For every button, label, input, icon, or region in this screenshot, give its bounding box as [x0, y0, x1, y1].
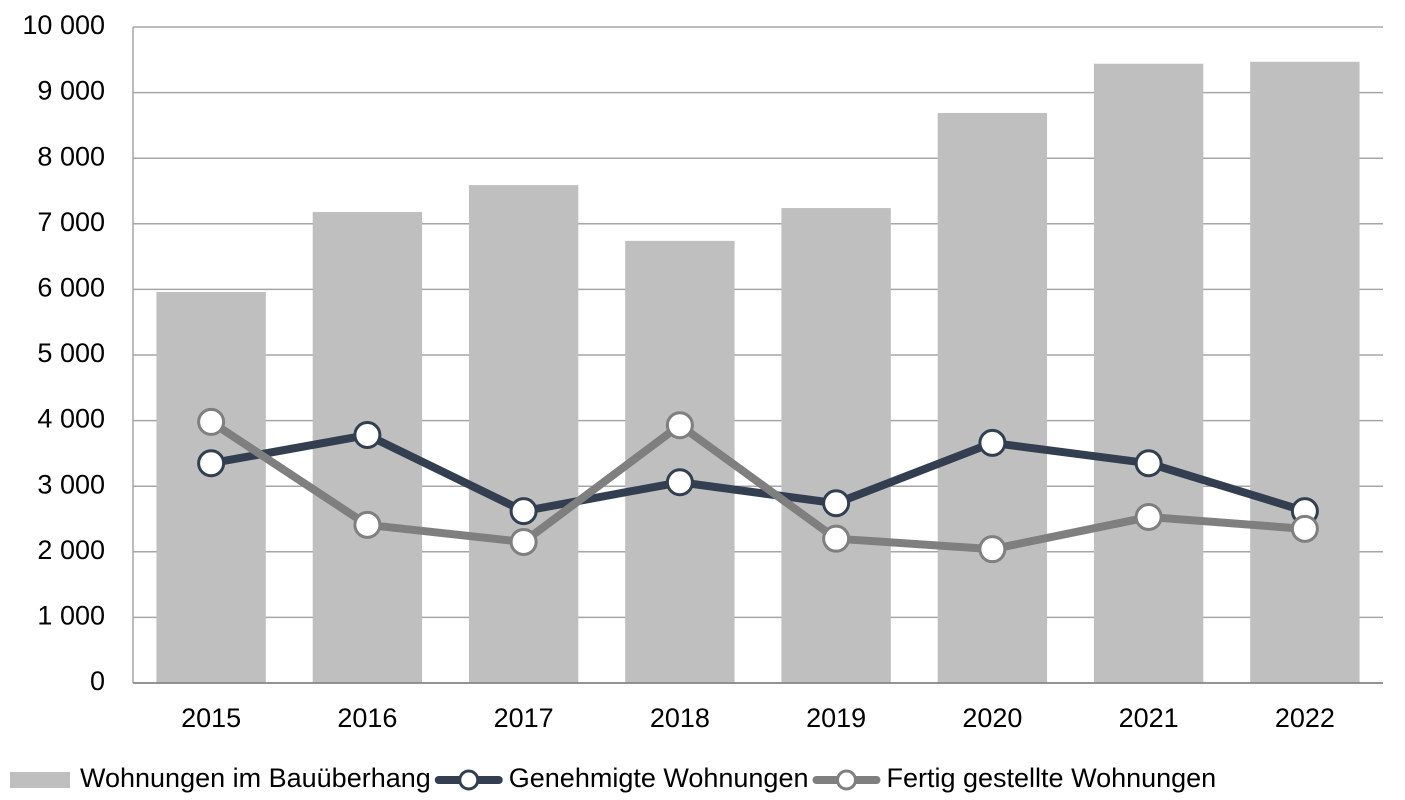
y-tick-label: 9 000 [37, 76, 105, 106]
legend-marker [835, 769, 857, 791]
line [210, 431, 1307, 516]
y-tick-label: 6 000 [37, 273, 105, 303]
bar [937, 112, 1048, 684]
marker [978, 535, 1007, 564]
y-tick-label: 4 000 [37, 404, 105, 434]
bar [156, 292, 266, 683]
legend-swatch [10, 772, 70, 788]
y-tick-label: 1 000 [37, 601, 105, 631]
bar [625, 240, 735, 683]
x-tick-label: 2015 [181, 703, 241, 733]
legend-marker [458, 769, 480, 791]
x-tick-label: 2017 [494, 703, 554, 733]
marker [1134, 449, 1163, 478]
y-tick-label: 7 000 [37, 207, 105, 237]
bar [781, 208, 891, 683]
y-tick-label: 0 [90, 666, 105, 696]
marker [1290, 514, 1319, 543]
x-tick-label: 2018 [650, 703, 710, 733]
bar [1093, 63, 1204, 683]
y-tick-label: 2 000 [37, 535, 105, 565]
marker [822, 489, 851, 518]
y-tick-label: 3 000 [37, 469, 105, 499]
marker [978, 428, 1007, 457]
y-tick-label: 8 000 [37, 141, 105, 171]
marker [353, 510, 382, 539]
y-tick-label: 5 000 [37, 338, 105, 368]
x-tick-label: 2021 [1119, 703, 1179, 733]
marker [665, 411, 694, 440]
legend-label: Wohnungen im Bauüberhang [80, 763, 431, 793]
marker [509, 497, 538, 526]
y-tick-label: 10 000 [22, 10, 105, 40]
x-tick-label: 2019 [806, 703, 866, 733]
line [208, 418, 1306, 554]
x-tick-label: 2020 [962, 703, 1022, 733]
marker [509, 527, 538, 556]
marker [197, 407, 226, 436]
x-tick-label: 2022 [1275, 703, 1335, 733]
x-tick-label: 2016 [337, 703, 397, 733]
bar [468, 185, 579, 683]
legend-label: Fertig gestellte Wohnungen [886, 763, 1216, 793]
marker [1134, 503, 1163, 532]
bar [1250, 61, 1360, 683]
legend-label: Genehmigte Wohnungen [509, 763, 809, 793]
marker [353, 421, 382, 450]
marker [665, 468, 694, 497]
marker [197, 449, 226, 478]
marker [822, 524, 851, 553]
